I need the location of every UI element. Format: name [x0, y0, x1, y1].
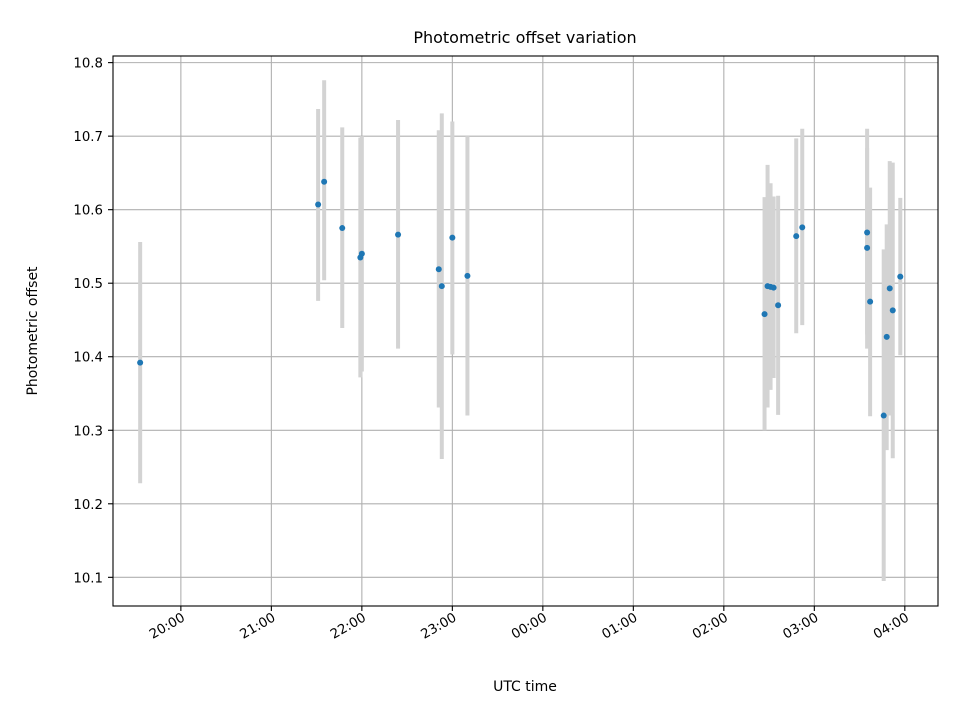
chart-title: Photometric offset variation [413, 28, 636, 47]
data-point [775, 302, 782, 309]
y-tick-label: 10.3 [73, 424, 103, 439]
data-point [799, 224, 806, 231]
data-point [880, 412, 887, 419]
data-point [761, 311, 768, 318]
data-point [793, 233, 800, 240]
data-point [435, 266, 442, 273]
data-point [867, 298, 874, 305]
data-point [339, 225, 346, 232]
data-point [883, 333, 890, 340]
data-point [321, 178, 328, 185]
data-point [770, 284, 777, 291]
data-point [395, 231, 402, 238]
y-tick-label: 10.7 [73, 130, 103, 145]
y-tick-label: 10.5 [73, 277, 103, 292]
data-point [315, 201, 322, 208]
data-point [137, 359, 144, 366]
data-point [864, 229, 871, 236]
data-point [864, 244, 871, 251]
y-tick-label: 10.6 [73, 204, 103, 219]
data-point [897, 273, 904, 280]
plot-frame [112, 55, 939, 607]
data-point [438, 283, 445, 290]
data-point [889, 307, 896, 314]
y-tick-label: 10.1 [73, 571, 103, 586]
x-axis-label: UTC time [493, 679, 557, 695]
y-axis-label: Photometric offset [25, 266, 41, 396]
data-point [464, 272, 471, 279]
y-tick-label: 10.4 [73, 351, 103, 366]
data-point [886, 285, 893, 292]
y-tick-label: 10.2 [73, 498, 103, 513]
data-points [137, 178, 904, 419]
y-tick-label: 10.8 [73, 57, 103, 72]
data-point [449, 234, 456, 241]
data-point [358, 250, 365, 257]
